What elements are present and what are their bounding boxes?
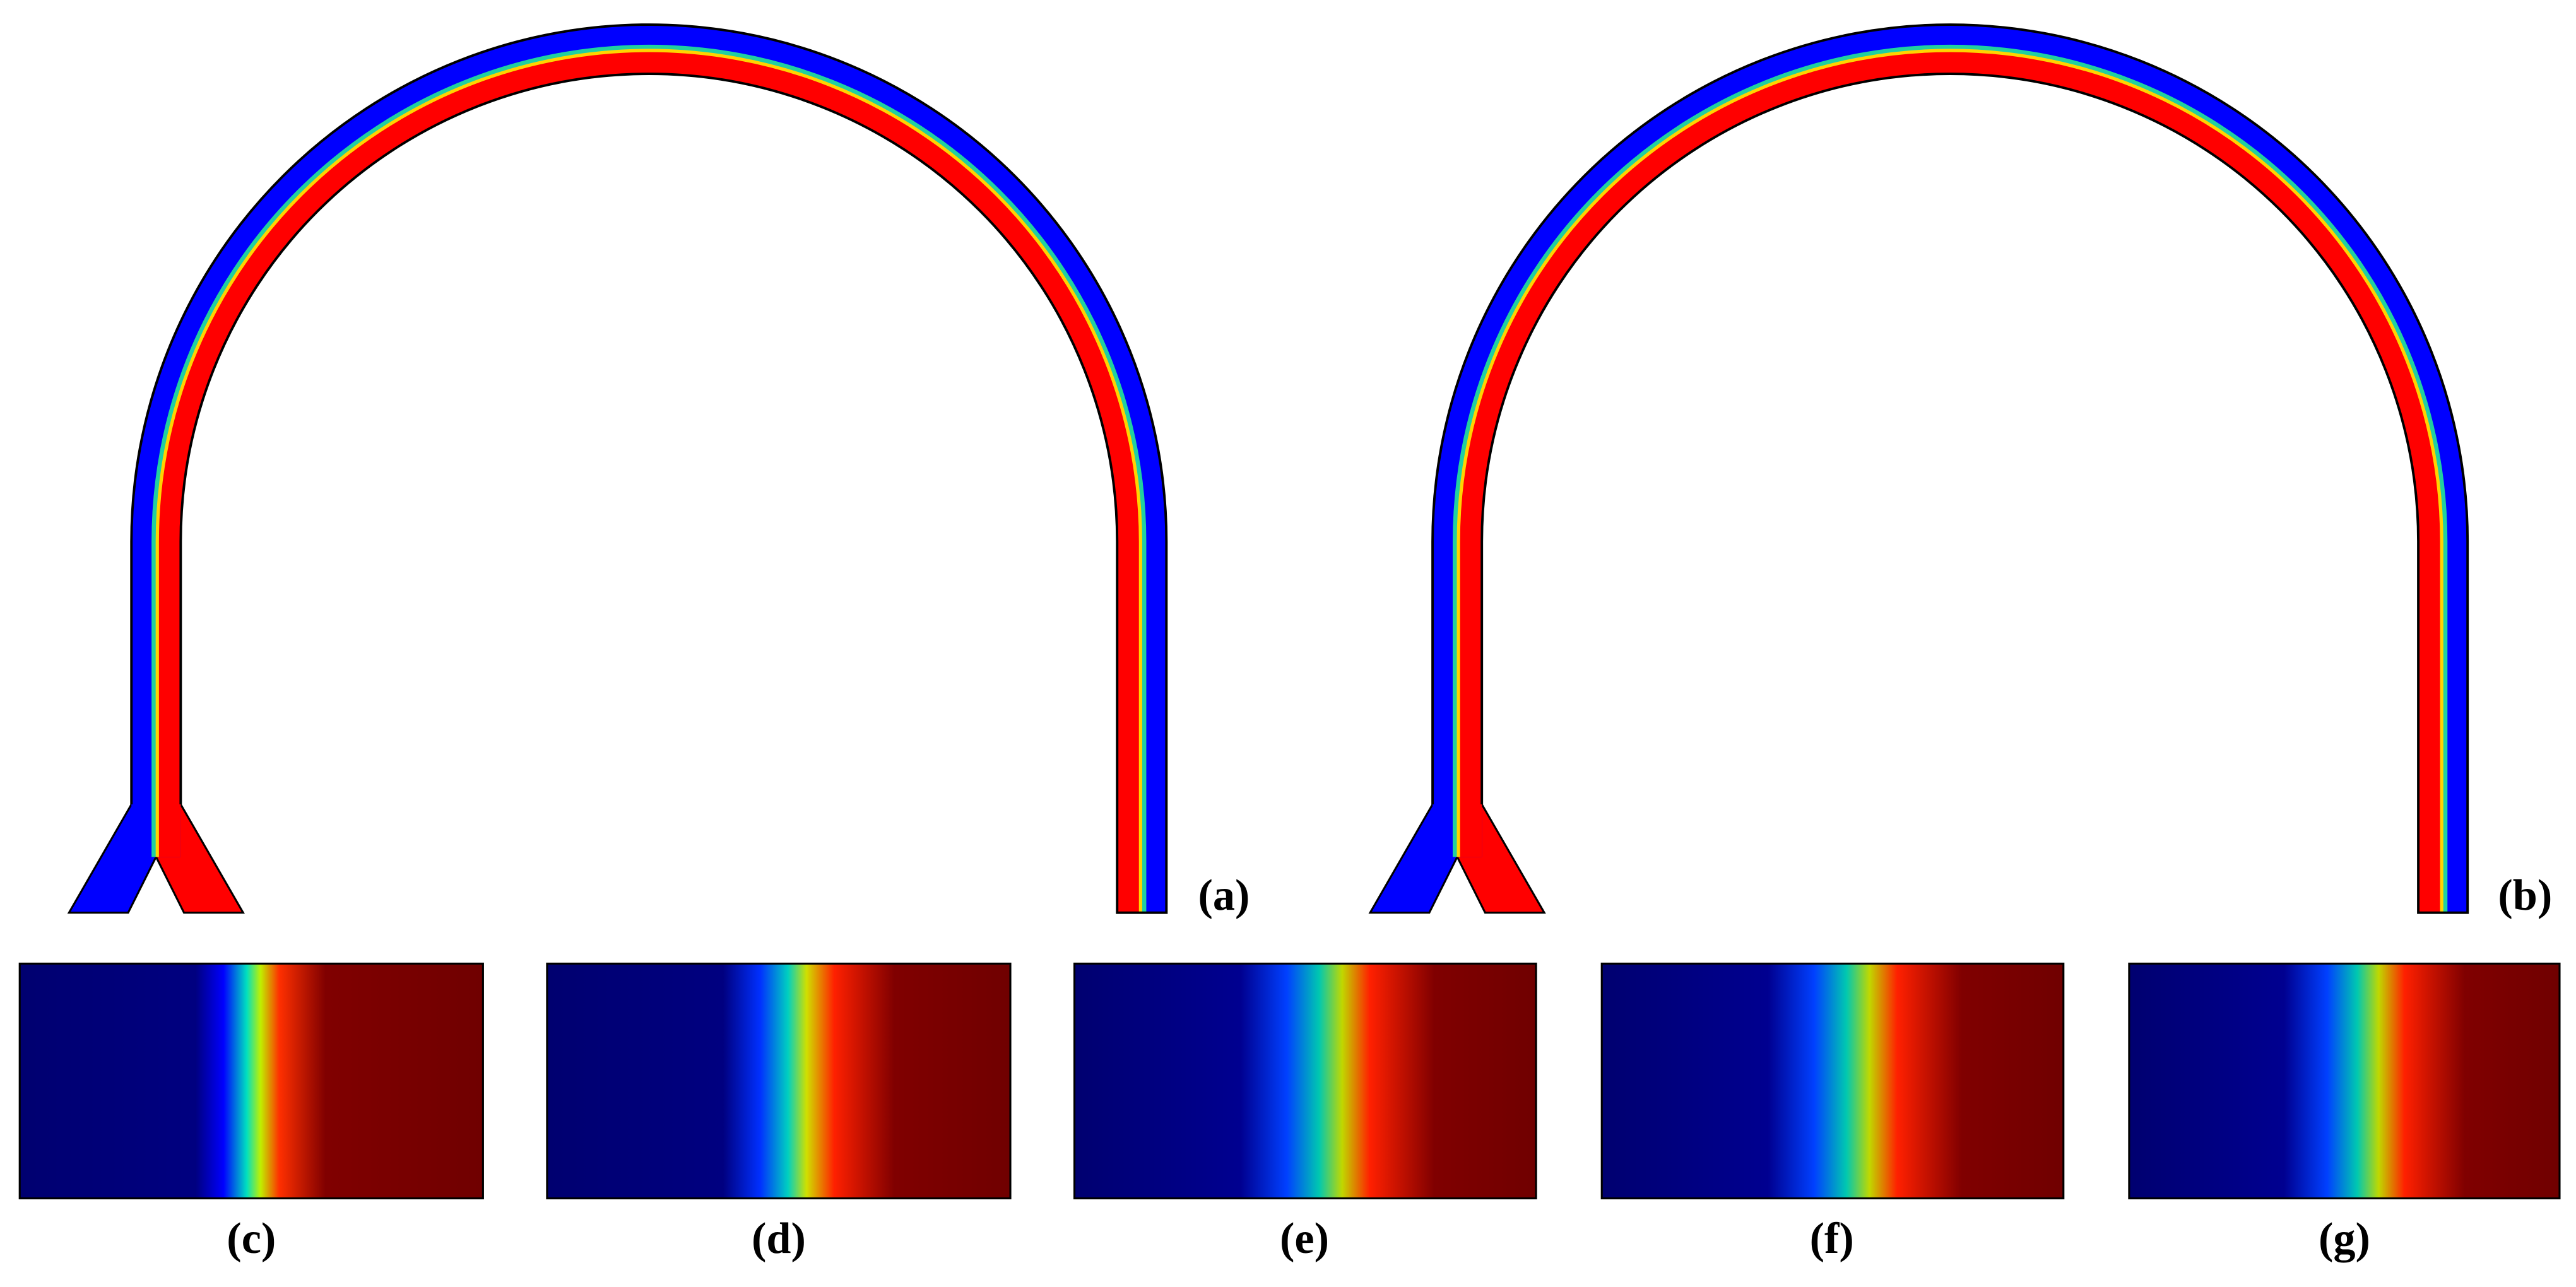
channel-a (69, 25, 1166, 913)
section-d (546, 962, 1012, 1200)
panel-label: (d) (752, 1214, 806, 1263)
panel-label: (b) (2498, 871, 2552, 920)
panel-label: (g) (2319, 1214, 2370, 1263)
channel-b (1370, 25, 2467, 913)
panel-label: (a) (1198, 871, 1250, 920)
panel-label: (e) (1280, 1214, 1329, 1263)
panel-label: (c) (227, 1214, 276, 1263)
panel-label: (f) (1810, 1214, 1854, 1263)
section-f (1600, 962, 2065, 1200)
section-e (1073, 962, 1537, 1200)
section-c (18, 962, 484, 1200)
section-g (2128, 962, 2561, 1200)
